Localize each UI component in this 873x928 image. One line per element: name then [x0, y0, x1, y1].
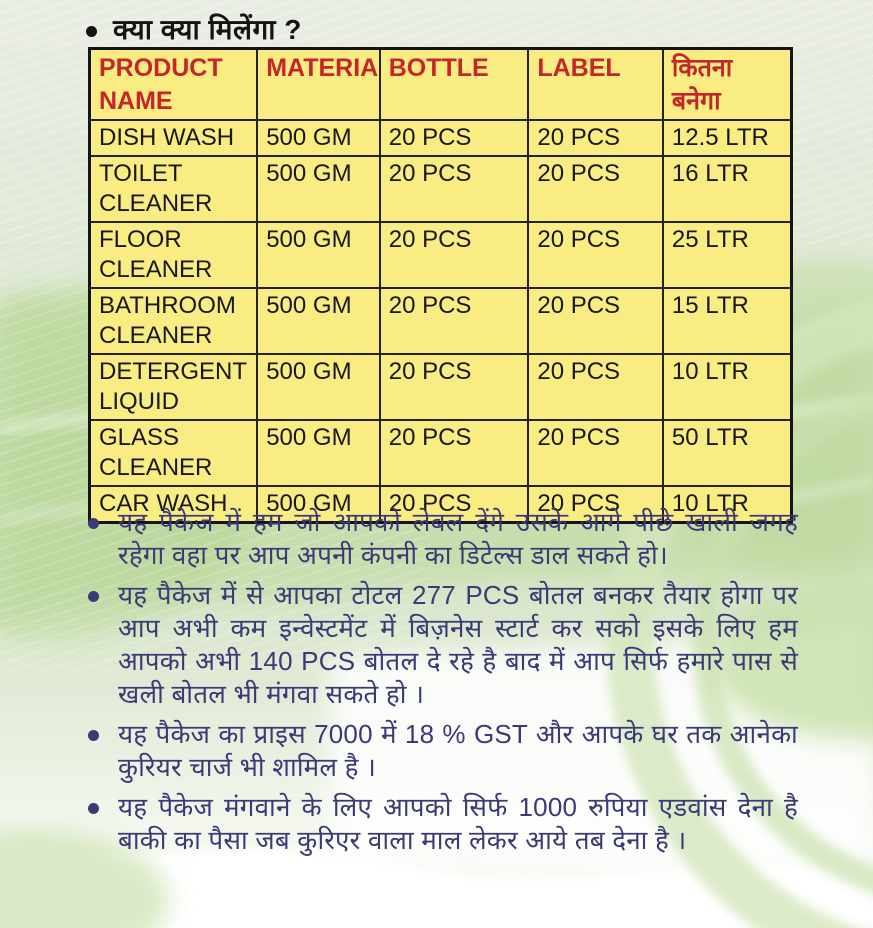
table-row: DETERGENT LIQUID 500 GM 20 PCS 20 PCS 10… [88, 353, 793, 421]
cell-bottle: 20 PCS [378, 221, 530, 289]
list-item: यह पैकेज का प्राइस 7000 में 18 % GST और … [86, 718, 798, 784]
cell-product: BATHROOM CLEANER [88, 287, 259, 355]
column-header-product: PRODUCT NAME [88, 47, 259, 121]
note-text: यह पैकेज मंगवाने के लिए आपको सिर्फ 1000 … [118, 792, 798, 856]
cell-material: 500 GM [256, 353, 381, 421]
bullet-icon [88, 803, 99, 815]
cell-output: 16 LTR [661, 155, 793, 223]
table-row: CAR WASH 500 GM 20 PCS 20 PCS 10 LTR [88, 485, 793, 524]
cell-bottle: 20 PCS [378, 119, 530, 157]
list-item: यह पैकेज में से आपका टोटल 277 PCS बोतल ब… [86, 579, 798, 711]
cell-material: 500 GM [256, 419, 381, 487]
page-title-row: क्या क्या मिलेंगा ? [86, 10, 302, 48]
table-row: GLASS CLEANER 500 GM 20 PCS 20 PCS 50 LT… [88, 419, 793, 487]
cell-label: 20 PCS [527, 353, 664, 421]
cell-label: 20 PCS [527, 287, 664, 355]
cell-bottle: 20 PCS [378, 155, 530, 223]
page-title: क्या क्या मिलेंगा ? [113, 14, 302, 45]
column-header-material: MATERIAL [256, 47, 381, 121]
list-item: यह पैकेज में हम जो आपको लेबल देंगे उसके … [86, 506, 798, 572]
cell-output: 10 LTR [661, 353, 793, 421]
cell-material: 500 GM [256, 155, 381, 223]
cell-bottle: 20 PCS [378, 287, 530, 355]
note-text: यह पैकेज का प्राइस 7000 में 18 % GST और … [118, 719, 798, 783]
cell-material: 500 GM [256, 119, 381, 157]
table-header-row: PRODUCT NAME MATERIAL BOTTLE LABEL कितना… [88, 47, 793, 121]
cell-output: 10 LTR [661, 485, 793, 524]
cell-bottle: 20 PCS [378, 353, 530, 421]
cell-label: 20 PCS [527, 419, 664, 487]
note-text: यह पैकेज में से आपका टोटल 277 PCS बोतल ब… [118, 580, 798, 710]
cell-label: 20 PCS [527, 221, 664, 289]
table-row: FLOOR CLEANER 500 GM 20 PCS 20 PCS 25 LT… [88, 221, 793, 289]
column-header-output: कितना बनेगा [661, 47, 793, 121]
bullet-icon [88, 518, 99, 529]
cell-bottle: 20 PCS [378, 485, 530, 524]
notes-list: यह पैकेज में हम जो आपको लेबल देंगे उसके … [86, 506, 798, 864]
cell-product: GLASS CLEANER [88, 419, 259, 487]
cell-material: 500 GM [256, 287, 381, 355]
table-row: BATHROOM CLEANER 500 GM 20 PCS 20 PCS 15… [88, 287, 793, 355]
cell-material: 500 GM [256, 221, 381, 289]
package-contents-table: PRODUCT NAME MATERIAL BOTTLE LABEL कितना… [88, 47, 793, 524]
note-text: यह पैकेज में हम जो आपको लेबल देंगे उसके … [118, 507, 798, 571]
cell-product: TOILET CLEANER [88, 155, 259, 223]
cell-output: 15 LTR [661, 287, 793, 355]
list-item: यह पैकेज मंगवाने के लिए आपको सिर्फ 1000 … [86, 791, 798, 857]
cell-product: CAR WASH [88, 485, 259, 524]
cell-output: 50 LTR [661, 419, 793, 487]
cell-material: 500 GM [256, 485, 381, 524]
cell-output: 12.5 LTR [661, 119, 793, 157]
cell-product: DISH WASH [88, 119, 259, 157]
column-header-output-text: कितना बनेगा [671, 54, 733, 115]
column-header-label: LABEL [527, 47, 664, 121]
bullet-icon [88, 730, 99, 742]
bullet-icon [88, 591, 99, 603]
cell-product: DETERGENT LIQUID [88, 353, 259, 421]
table-row: DISH WASH 500 GM 20 PCS 20 PCS 12.5 LTR [88, 119, 793, 157]
bullet-icon [86, 25, 97, 37]
cell-output: 25 LTR [661, 221, 793, 289]
cell-label: 20 PCS [527, 155, 664, 223]
cell-label: 20 PCS [527, 485, 664, 524]
column-header-bottle: BOTTLE [378, 47, 530, 121]
cell-bottle: 20 PCS [378, 419, 530, 487]
cell-label: 20 PCS [527, 119, 664, 157]
table-row: TOILET CLEANER 500 GM 20 PCS 20 PCS 16 L… [88, 155, 793, 223]
cell-product: FLOOR CLEANER [88, 221, 259, 289]
